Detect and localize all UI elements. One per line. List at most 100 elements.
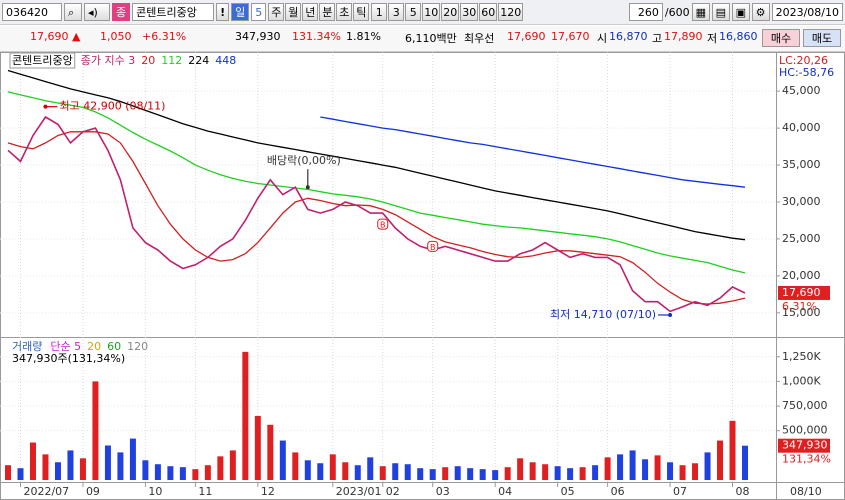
volume-bar: [217, 456, 224, 480]
volume-bar: [67, 450, 74, 480]
y-tick-label: 25,000: [782, 232, 821, 245]
low-label: 저: [707, 32, 718, 45]
volume-bar: [654, 455, 661, 480]
last-volume-label: 347,930: [782, 439, 828, 452]
toolbar-button[interactable]: 1: [371, 3, 388, 21]
code-input[interactable]: 036420: [2, 3, 62, 21]
period-button[interactable]: 일: [231, 3, 250, 21]
quote-bar: 17,690 ▲ 1,050 +6.31% 347,930 131.34% 1.…: [0, 26, 845, 52]
volume-bar: [504, 467, 511, 480]
x-tick-label: 08: [736, 485, 750, 498]
ma-line: [320, 116, 746, 188]
volume-bar: [417, 468, 424, 480]
volume-bar: [442, 467, 449, 480]
volume-bar: [229, 450, 236, 480]
open-label: 시: [597, 32, 608, 45]
best-bid: 17,670: [551, 30, 590, 43]
volume-bar: [529, 462, 536, 480]
toolbar-button[interactable]: 5: [405, 3, 422, 21]
y-tick-label: 500,000: [782, 424, 828, 437]
toolbar-button[interactable]: 30: [460, 3, 479, 21]
price-line: [7, 115, 746, 313]
panel-title-box: [9, 52, 76, 69]
toolbar-button[interactable]: 20: [441, 3, 460, 21]
date-input[interactable]: 2023/08/10: [771, 3, 843, 21]
volume-bar: [642, 459, 649, 480]
volume-bar: [629, 450, 636, 480]
volume-bar: [367, 457, 374, 480]
toolbar-button[interactable]: 3: [388, 3, 405, 21]
toolbar-button[interactable]: 년: [302, 3, 319, 21]
legend-entry: 60: [107, 340, 121, 353]
toolbar-button[interactable]: 120: [498, 3, 524, 21]
volume-bar: [467, 468, 474, 480]
tool-button[interactable]: ▦: [691, 3, 710, 21]
toolbar-button[interactable]: 10: [422, 3, 441, 21]
x-tick-label: 11: [198, 485, 212, 498]
x-tick-label: 02: [386, 485, 400, 498]
tool-button[interactable]: ⚙: [751, 3, 770, 21]
volume-bar: [117, 452, 124, 480]
annotation: 최저 14,710 (07/10): [550, 308, 656, 321]
y-tick-label: 15,000: [782, 306, 821, 319]
volume-bar: [717, 440, 724, 480]
volume-bar: [17, 468, 24, 480]
volume: 347,930: [235, 30, 281, 43]
volume-bar: [92, 381, 99, 480]
x-tick-label: 06: [611, 485, 625, 498]
toolbar-button[interactable]: 주: [268, 3, 285, 21]
toolbar-button[interactable]: 60: [479, 3, 498, 21]
count-max: /600: [664, 5, 690, 19]
volume-bar: [354, 465, 361, 480]
period-num[interactable]: 5: [251, 3, 267, 21]
volume-bar: [104, 445, 111, 480]
annotation-point: [305, 185, 310, 190]
x-tick-label: 05: [561, 485, 575, 498]
volume-bar: [179, 467, 186, 480]
volume-ratio: 131.34%: [292, 30, 341, 43]
volume-bar: [679, 465, 686, 480]
hc-label: HC:-58,76: [779, 66, 834, 79]
volume-bar: [304, 460, 311, 480]
volume-bar: [129, 438, 136, 480]
legend-entry: 112: [161, 54, 182, 67]
toolbar-button[interactable]: 월: [285, 3, 302, 21]
x-end-label: 08/10: [790, 485, 822, 498]
price: 17,690 ▲: [30, 30, 81, 43]
annotation-point: [43, 104, 48, 109]
intervals: 1 3 5 10 20 30 60 120: [371, 3, 524, 21]
ma-line: [7, 69, 746, 241]
search-button[interactable]: ⌕: [64, 3, 82, 21]
toolbar-button[interactable]: 분: [319, 3, 336, 21]
volume-bar: [317, 463, 324, 480]
annotation: 배당락(0,00%): [267, 154, 341, 167]
tool-button[interactable]: ▤: [711, 3, 730, 21]
volume-bar: [404, 464, 411, 480]
legend-entry: 224: [188, 54, 209, 67]
y-tick-label: 40,000: [782, 121, 821, 134]
best-label: 최우선: [464, 32, 495, 45]
volume-bar: [479, 469, 486, 480]
tool-button[interactable]: ▣: [731, 3, 750, 21]
signal: B: [380, 221, 386, 230]
x-tick-label: 03: [436, 485, 450, 498]
volume-bar: [192, 469, 199, 480]
sell-button[interactable]: 매도: [803, 29, 841, 47]
count-input[interactable]: 260: [628, 3, 663, 21]
open: 16,870: [609, 30, 648, 43]
toolbar-button[interactable]: 초: [336, 3, 353, 21]
signal-box: [377, 218, 389, 230]
x-tick-label: 2022/07: [23, 485, 69, 498]
volume-bar: [617, 454, 624, 480]
volume-bar: [142, 460, 149, 480]
buy-button[interactable]: 매수: [762, 29, 800, 47]
sound-button[interactable]: ◂): [84, 3, 110, 21]
volume-bar: [204, 465, 211, 480]
volume-bar: [54, 462, 61, 480]
volume-bar: [5, 465, 11, 480]
volume-bar: [742, 445, 748, 480]
volume-bar: [692, 463, 699, 480]
toolbar-button[interactable]: 틱: [353, 3, 370, 21]
alert-button[interactable]: !: [216, 3, 230, 21]
